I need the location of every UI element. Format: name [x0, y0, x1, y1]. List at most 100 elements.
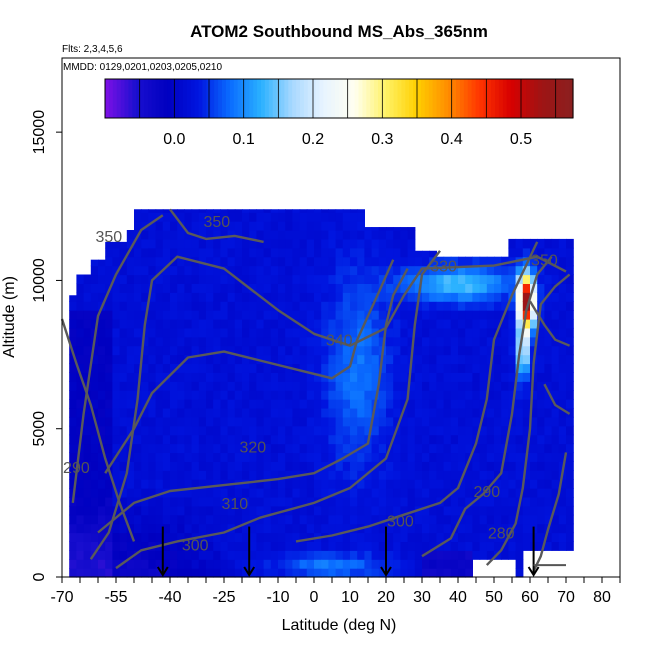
heatmap-cell: [515, 399, 524, 409]
heatmap-cell: [393, 452, 401, 462]
heatmap-cell: [328, 532, 337, 543]
heatmap-cell: [508, 274, 517, 284]
heatmap-cell: [537, 310, 545, 320]
heatmap-cell: [227, 283, 236, 293]
heatmap-cell: [206, 230, 214, 240]
heatmap-cell: [242, 372, 250, 382]
heatmap-cell: [213, 381, 221, 391]
heatmap-cell: [357, 301, 365, 311]
heatmap-cell: [141, 461, 149, 471]
heatmap-cell: [126, 381, 135, 391]
heatmap-cell: [350, 550, 358, 560]
heatmap-cell: [234, 470, 243, 480]
heatmap-cell: [450, 532, 459, 543]
heatmap-cell: [141, 550, 149, 560]
heatmap-cell: [170, 301, 178, 311]
colorbar-segment: [179, 79, 184, 118]
heatmap-cell: [479, 416, 488, 427]
heatmap-cell: [494, 407, 502, 418]
heatmap-cell: [364, 381, 373, 391]
heatmap-cell: [321, 505, 329, 516]
heatmap-cell: [234, 443, 243, 454]
heatmap-cell: [544, 514, 553, 525]
heatmap-cell: [263, 416, 272, 427]
heatmap-cell: [213, 256, 221, 267]
heatmap-cell: [270, 399, 279, 409]
heatmap-cell: [429, 488, 437, 498]
heatmap-cell: [177, 496, 185, 507]
heatmap-cell: [285, 310, 293, 320]
heatmap-cell: [141, 292, 149, 302]
heatmap-cell: [328, 434, 337, 445]
heatmap-cell: [270, 568, 279, 578]
heatmap-cell: [242, 230, 250, 240]
heatmap-cell: [486, 505, 495, 516]
heatmap-cell: [530, 479, 538, 489]
heatmap-cell: [98, 514, 106, 525]
heatmap-cell: [551, 488, 560, 498]
heatmap-cell: [191, 301, 200, 311]
heatmap-cell: [378, 443, 387, 454]
heatmap-cell: [400, 336, 409, 347]
heatmap-cell: [551, 292, 560, 302]
heatmap-cell: [220, 443, 229, 454]
heatmap-cell: [479, 292, 488, 302]
heatmap-cell: [170, 452, 178, 462]
heatmap-cell: [155, 496, 164, 507]
heatmap-cell: [508, 372, 517, 382]
heatmap-cell: [141, 523, 149, 534]
heatmap-cell: [494, 318, 502, 329]
heatmap-cell: [256, 212, 265, 222]
heatmap-cell: [270, 461, 279, 471]
heatmap-cell: [342, 443, 351, 454]
heatmap-cell: [458, 256, 466, 267]
heatmap-cell: [177, 354, 185, 365]
heatmap-cell: [249, 488, 257, 498]
heatmap-cell: [386, 550, 394, 560]
heatmap-cell: [105, 381, 113, 391]
heatmap-cell: [299, 318, 308, 329]
heatmap-cell: [242, 496, 250, 507]
heatmap-cell: [90, 425, 99, 436]
heatmap-cell: [69, 318, 77, 329]
heatmap-cell: [335, 372, 344, 382]
heatmap-cell: [278, 354, 286, 365]
heatmap-cell: [227, 381, 236, 391]
heatmap-cell: [314, 247, 322, 258]
heatmap-cell: [414, 461, 423, 471]
isentrope-line: [89, 255, 567, 560]
heatmap-cell: [270, 488, 279, 498]
heatmap-cell: [335, 461, 344, 471]
heatmap-cell: [220, 363, 229, 373]
heatmap-cell: [242, 336, 250, 347]
heatmap-cell: [558, 318, 567, 329]
heatmap-cell: [299, 345, 308, 356]
heatmap-cell: [371, 470, 380, 480]
heatmap-cell: [198, 238, 207, 249]
heatmap-cell: [458, 301, 466, 311]
heatmap-cell: [465, 505, 473, 516]
heatmap-cell: [76, 354, 85, 365]
heatmap-cell: [558, 247, 567, 258]
heatmap-cell: [371, 227, 380, 231]
heatmap-cell: [170, 488, 178, 498]
heatmap-cell: [378, 568, 387, 578]
heatmap-cell: [134, 221, 142, 231]
heatmap-cell: [112, 265, 121, 276]
heatmap-cell: [83, 372, 92, 382]
heatmap-cell: [292, 221, 301, 231]
heatmap-cell: [378, 541, 387, 551]
heatmap-cell: [270, 327, 279, 338]
colorbar-tick-label: 0.0: [163, 131, 185, 148]
heatmap-cell: [234, 247, 243, 258]
heatmap-cell: [285, 461, 293, 471]
heatmap-cell: [170, 523, 178, 534]
heatmap-cell: [566, 372, 574, 382]
heatmap-cell: [184, 256, 193, 267]
heatmap-cell: [386, 274, 394, 284]
heatmap-cell: [515, 381, 524, 391]
heatmap-cell: [148, 230, 157, 240]
heatmap-cell: [191, 372, 200, 382]
heatmap-cell: [170, 354, 178, 365]
